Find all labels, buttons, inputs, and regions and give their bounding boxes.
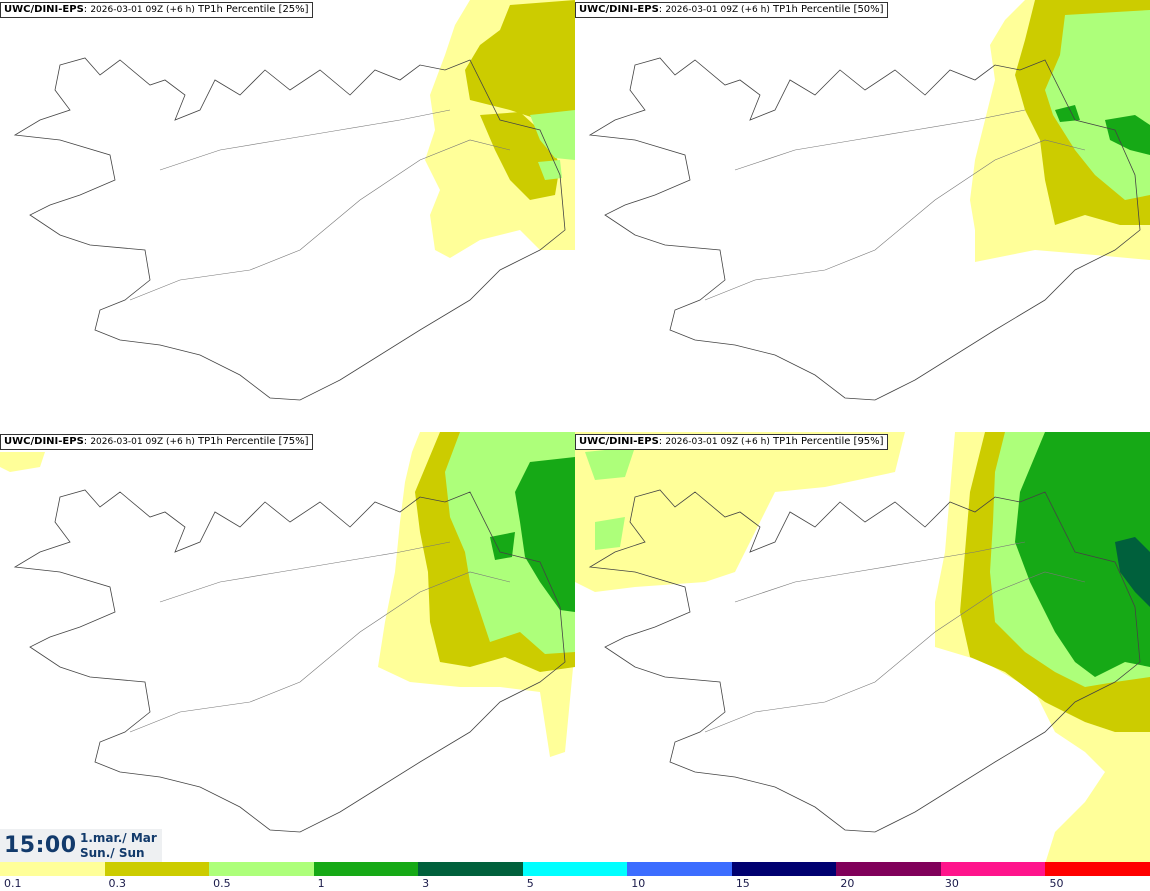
valid-date-line1: 1.mar./ Mar xyxy=(80,831,157,845)
precip-map xyxy=(13,0,575,401)
iceland-coastline-icon xyxy=(588,57,1141,401)
panel-title: UWC/DINI-EPS: 2026-03-01 09Z (+6 h) TP1h… xyxy=(575,2,888,18)
field-label: TP1h Percentile [50%] xyxy=(773,4,884,15)
precip-area xyxy=(538,160,562,180)
legend-color-swatch xyxy=(836,862,942,876)
legend-color-swatch xyxy=(627,862,733,876)
legend-tick-label: 0.3 xyxy=(108,877,127,890)
precip-area xyxy=(0,452,45,472)
precip-area xyxy=(515,457,575,612)
valid-date-line2: Sun./ Sun xyxy=(80,846,145,860)
valid-time: 15:00 xyxy=(4,833,77,858)
precip-fields xyxy=(425,0,575,258)
road-network xyxy=(129,541,511,733)
legend-tick-label: 3 xyxy=(422,877,430,890)
run-time: 2026-03-01 09Z (+6 h) xyxy=(665,437,770,447)
precip-fields xyxy=(0,432,575,757)
panel-title: UWC/DINI-EPS: 2026-03-01 09Z (+6 h) TP1h… xyxy=(0,434,313,450)
iceland-coastline-icon xyxy=(13,57,566,401)
panel-title: UWC/DINI-EPS: 2026-03-01 09Z (+6 h) TP1h… xyxy=(0,2,313,18)
field-label: TP1h Percentile [75%] xyxy=(198,436,309,447)
road-network xyxy=(704,109,1086,301)
precip-fields xyxy=(970,0,1150,262)
model-name: UWC/DINI-EPS xyxy=(579,436,659,447)
precip-area xyxy=(1105,115,1150,155)
precip-area xyxy=(595,517,625,550)
precip-map xyxy=(575,432,1150,864)
field-label: TP1h Percentile [25%] xyxy=(198,4,309,15)
legend-tick-label: 10 xyxy=(631,877,646,890)
run-time: 2026-03-01 09Z (+6 h) xyxy=(90,437,195,447)
run-time: 2026-03-01 09Z (+6 h) xyxy=(665,5,770,15)
iceland-coastline-icon xyxy=(588,489,1141,833)
map-panel-p75: UWC/DINI-EPS: 2026-03-01 09Z (+6 h) TP1h… xyxy=(0,432,575,864)
panel-title: UWC/DINI-EPS: 2026-03-01 09Z (+6 h) TP1h… xyxy=(575,434,888,450)
precip-area xyxy=(1045,10,1150,200)
legend-tick-label: 50 xyxy=(1049,877,1064,890)
model-name: UWC/DINI-EPS xyxy=(4,436,84,447)
precip-area xyxy=(490,532,515,560)
model-name: UWC/DINI-EPS xyxy=(579,4,659,15)
valid-date: 1.mar./ Mar Sun./ Sun xyxy=(80,831,157,861)
color-legend: 0.1 0.3 0.5 1 3 5 10 15 20 30 50 xyxy=(0,862,1150,891)
legend-tick-label: 5 xyxy=(526,877,534,890)
road-network xyxy=(704,541,1086,733)
road-network xyxy=(129,109,511,301)
legend-color-swatch xyxy=(522,862,628,876)
legend-tick-label: 0.5 xyxy=(213,877,231,890)
precip-area xyxy=(585,447,635,480)
model-name: UWC/DINI-EPS xyxy=(4,4,84,15)
legend-color-swatch xyxy=(418,862,524,876)
legend-tick-label: 30 xyxy=(944,877,959,890)
precip-map xyxy=(0,432,575,833)
map-panel-p50: UWC/DINI-EPS: 2026-03-01 09Z (+6 h) TP1h… xyxy=(575,0,1150,432)
run-time: 2026-03-01 09Z (+6 h) xyxy=(90,5,195,15)
legend-color-swatch xyxy=(731,862,837,876)
precip-area xyxy=(1115,537,1150,607)
legend-tick-label: 0.1 xyxy=(4,877,22,890)
valid-time-box: 15:00 1.mar./ Mar Sun./ Sun xyxy=(0,829,162,862)
legend-tick-label: 15 xyxy=(735,877,750,890)
legend-color-swatch xyxy=(313,862,419,876)
legend-tick-label: 20 xyxy=(840,877,855,890)
legend-color-swatch xyxy=(0,862,106,876)
precip-area xyxy=(1015,432,1150,677)
legend-color-swatch xyxy=(209,862,315,876)
map-panel-p95: UWC/DINI-EPS: 2026-03-01 09Z (+6 h) TP1h… xyxy=(575,432,1150,864)
precip-area xyxy=(530,110,575,160)
field-label: TP1h Percentile [95%] xyxy=(773,436,884,447)
legend-color-swatch xyxy=(104,862,210,876)
map-panel-p25: UWC/DINI-EPS: 2026-03-01 09Z (+6 h) TP1h… xyxy=(0,0,575,432)
legend-color-swatch xyxy=(940,862,1046,876)
legend-tick-label: 1 xyxy=(317,877,325,890)
iceland-coastline-icon xyxy=(13,489,566,833)
precip-map xyxy=(588,0,1150,401)
precip-fields xyxy=(575,432,1150,864)
legend-color-swatch xyxy=(1045,862,1150,876)
